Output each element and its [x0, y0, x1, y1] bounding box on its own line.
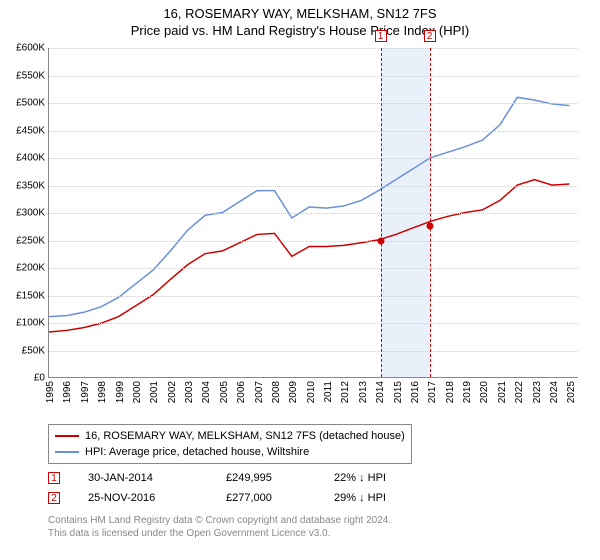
x-axis-label: 1999	[115, 381, 126, 403]
x-axis-label: 2013	[358, 381, 369, 403]
x-axis-label: 2016	[410, 381, 421, 403]
y-axis-label: £200K	[16, 263, 45, 274]
sale-row: 2 25-NOV-2016 £277,000 29% ↓ HPI	[48, 488, 386, 508]
footer-line-2: This data is licensed under the Open Gov…	[48, 527, 391, 540]
sale-marker: 2	[424, 30, 436, 42]
x-axis-label: 2003	[184, 381, 195, 403]
x-axis-label: 2000	[132, 381, 143, 403]
page-title: 16, ROSEMARY WAY, MELKSHAM, SN12 7FS	[0, 0, 600, 21]
x-axis-label: 2009	[288, 381, 299, 403]
sale-row-marker: 2	[48, 492, 60, 504]
gridline	[49, 158, 578, 159]
x-axis-label: 2014	[375, 381, 386, 403]
legend-label: HPI: Average price, detached house, Wilt…	[85, 444, 309, 460]
x-axis-label: 2005	[219, 381, 230, 403]
gridline	[49, 131, 578, 132]
gridline	[49, 213, 578, 214]
sale-date: 25-NOV-2016	[88, 488, 198, 508]
x-axis-label: 2012	[340, 381, 351, 403]
gridline	[49, 323, 578, 324]
x-axis-label: 1998	[97, 381, 108, 403]
x-axis-label: 2002	[167, 381, 178, 403]
legend-swatch	[55, 435, 79, 437]
y-axis-label: £500K	[16, 98, 45, 109]
y-axis-label: £350K	[16, 180, 45, 191]
x-axis-label: 2004	[201, 381, 212, 403]
sale-vline	[430, 48, 431, 377]
x-axis-label: 1996	[62, 381, 73, 403]
y-axis-label: £0	[34, 373, 45, 384]
sale-vline	[381, 48, 382, 377]
x-axis-label: 2025	[566, 381, 577, 403]
x-axis-label: 2007	[254, 381, 265, 403]
sale-row-marker: 1	[48, 472, 60, 484]
sale-date: 30-JAN-2014	[88, 468, 198, 488]
x-axis-label: 2006	[236, 381, 247, 403]
x-axis-label: 2001	[149, 381, 160, 403]
legend-label: 16, ROSEMARY WAY, MELKSHAM, SN12 7FS (de…	[85, 428, 405, 444]
x-axis-label: 2022	[514, 381, 525, 403]
y-axis-label: £100K	[16, 318, 45, 329]
legend-item: 16, ROSEMARY WAY, MELKSHAM, SN12 7FS (de…	[55, 428, 405, 444]
x-axis-label: 2017	[427, 381, 438, 403]
x-axis-label: 2024	[549, 381, 560, 403]
sale-dot	[426, 222, 433, 229]
gridline	[49, 103, 578, 104]
y-axis-label: £150K	[16, 290, 45, 301]
x-axis-label: 2021	[497, 381, 508, 403]
y-axis-label: £450K	[16, 125, 45, 136]
x-axis-label: 1997	[80, 381, 91, 403]
sale-marker: 1	[375, 30, 387, 42]
gridline	[49, 48, 578, 49]
x-axis-label: 2015	[393, 381, 404, 403]
gridline	[49, 186, 578, 187]
legend-item: HPI: Average price, detached house, Wilt…	[55, 444, 405, 460]
x-axis-label: 2023	[532, 381, 543, 403]
x-axis-label: 2008	[271, 381, 282, 403]
sale-delta: 29% ↓ HPI	[334, 488, 386, 508]
x-axis-label: 2020	[479, 381, 490, 403]
x-axis-label: 2019	[462, 381, 473, 403]
sale-dot	[377, 237, 384, 244]
gridline	[49, 241, 578, 242]
sales-table: 1 30-JAN-2014 £249,995 22% ↓ HPI 2 25-NOV-201…	[48, 468, 386, 508]
footer-attribution: Contains HM Land Registry data © Crown c…	[48, 514, 391, 540]
y-axis-label: £400K	[16, 153, 45, 164]
x-axis-label: 2011	[323, 381, 334, 403]
y-axis-label: £50K	[22, 345, 45, 356]
sale-price: £249,995	[226, 468, 306, 488]
x-axis-label: 1995	[45, 381, 56, 403]
price-chart: £0£50K£100K£150K£200K£250K£300K£350K£400…	[48, 48, 578, 378]
gridline	[49, 351, 578, 352]
gridline	[49, 76, 578, 77]
y-axis-label: £550K	[16, 70, 45, 81]
page-subtitle: Price paid vs. HM Land Registry's House …	[0, 21, 600, 38]
sale-row: 1 30-JAN-2014 £249,995 22% ↓ HPI	[48, 468, 386, 488]
sale-delta: 22% ↓ HPI	[334, 468, 386, 488]
legend-swatch	[55, 451, 79, 453]
gridline	[49, 296, 578, 297]
x-axis-label: 2010	[306, 381, 317, 403]
footer-line-1: Contains HM Land Registry data © Crown c…	[48, 514, 391, 527]
y-axis-label: £600K	[16, 43, 45, 54]
sale-price: £277,000	[226, 488, 306, 508]
y-axis-label: £300K	[16, 208, 45, 219]
chart-legend: 16, ROSEMARY WAY, MELKSHAM, SN12 7FS (de…	[48, 424, 412, 464]
x-axis-label: 2018	[445, 381, 456, 403]
gridline	[49, 268, 578, 269]
y-axis-label: £250K	[16, 235, 45, 246]
series-price_paid	[49, 180, 569, 332]
